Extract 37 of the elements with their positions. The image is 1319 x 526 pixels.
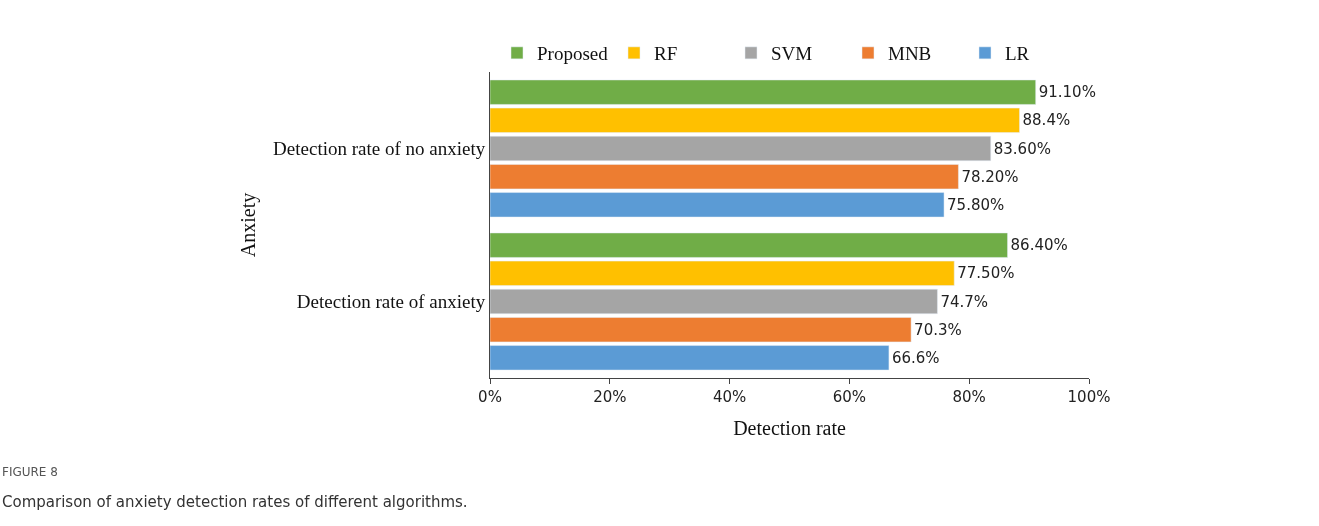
- y-tick-label: Detection rate of no anxiety: [273, 138, 486, 160]
- y-tick-label: Detection rate of anxiety: [296, 291, 486, 313]
- bar: [490, 136, 992, 161]
- x-axis-title: Detection rate: [733, 416, 846, 439]
- data-label: 74.7%: [940, 292, 989, 311]
- data-label: 88.4%: [1022, 111, 1071, 130]
- data-label: 78.20%: [961, 167, 1019, 186]
- data-label: 77.50%: [957, 264, 1015, 283]
- bar: [490, 107, 1020, 133]
- data-label: 83.60%: [993, 139, 1051, 158]
- x-tick-label: 0%: [478, 388, 502, 406]
- legend-label: MNB: [888, 43, 932, 65]
- y-axis-title: Anxiety: [236, 192, 260, 258]
- x-tick-label: 40%: [712, 388, 747, 406]
- data-label: 66.6%: [891, 348, 940, 367]
- bar: [490, 79, 1036, 105]
- bar: [490, 260, 955, 286]
- bar: [490, 289, 938, 314]
- data-label: 86.40%: [1010, 236, 1068, 255]
- data-label: 91.10%: [1038, 83, 1096, 102]
- data-label: 70.3%: [914, 320, 962, 339]
- x-tick-label: 60%: [832, 388, 867, 406]
- x-tick-label: 100%: [1067, 388, 1111, 406]
- legend-label: LR: [1005, 43, 1030, 65]
- bar: [490, 164, 959, 190]
- text: Comparison of anxiety detection rates of different algorithms.: [2, 493, 468, 511]
- caption: FIGURE 8: [2, 465, 58, 479]
- bar: [490, 232, 1008, 258]
- bar: [490, 192, 945, 218]
- bar: [490, 317, 912, 343]
- legend-label: RF: [654, 43, 678, 65]
- legend-label: SVM: [771, 43, 813, 65]
- data-label: 75.80%: [947, 195, 1005, 214]
- x-tick-label: 20%: [593, 388, 627, 406]
- x-tick-label: 80%: [952, 388, 986, 406]
- legend-label: Proposed: [537, 43, 609, 65]
- bar: [490, 345, 890, 371]
